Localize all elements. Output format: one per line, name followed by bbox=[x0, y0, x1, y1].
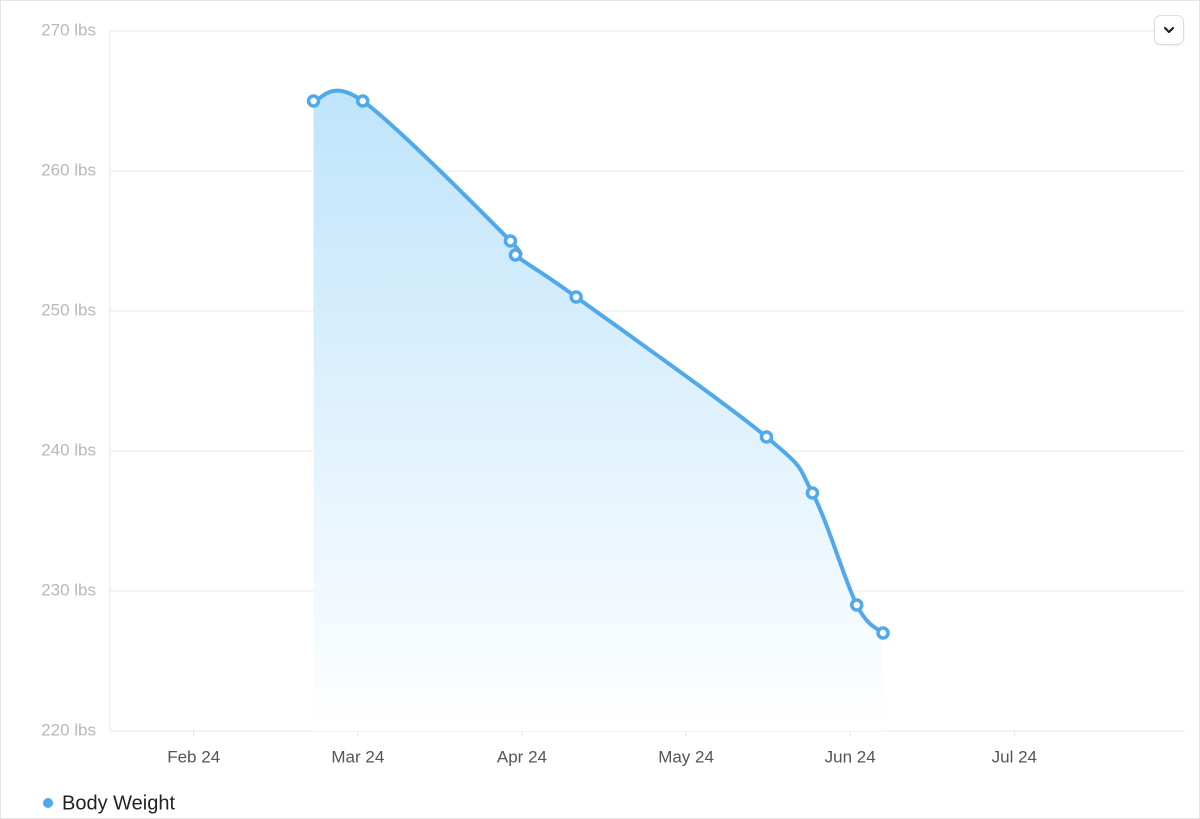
data-point bbox=[759, 430, 774, 444]
y-tick-label: 220 lbs bbox=[41, 720, 96, 739]
chevron-icon bbox=[1163, 26, 1175, 34]
data-point bbox=[355, 94, 370, 108]
x-tick-label: Jun 24 bbox=[825, 747, 876, 766]
data-point bbox=[876, 626, 890, 640]
data-point bbox=[850, 598, 864, 612]
area-fill bbox=[313, 90, 884, 731]
data-point bbox=[569, 290, 583, 304]
y-tick-label: 240 lbs bbox=[41, 440, 96, 459]
y-tick-label: 230 lbs bbox=[41, 580, 96, 599]
y-tick-label: 270 lbs bbox=[41, 20, 96, 39]
data-point bbox=[306, 94, 321, 108]
x-tick-label: Jul 24 bbox=[992, 747, 1037, 766]
x-tick-label: Feb 24 bbox=[167, 747, 220, 766]
legend-marker bbox=[43, 798, 53, 808]
x-tick-label: Apr 24 bbox=[497, 747, 547, 766]
y-tick-label: 250 lbs bbox=[41, 300, 96, 319]
y-tick-label: 260 lbs bbox=[41, 160, 96, 179]
data-point bbox=[503, 234, 518, 248]
menu-button[interactable] bbox=[1154, 15, 1184, 45]
data-point bbox=[508, 248, 523, 262]
data-point bbox=[805, 486, 820, 500]
legend-label: Body Weight bbox=[62, 792, 175, 814]
x-tick-label: Mar 24 bbox=[331, 747, 384, 766]
x-tick-label: May 24 bbox=[658, 747, 714, 766]
